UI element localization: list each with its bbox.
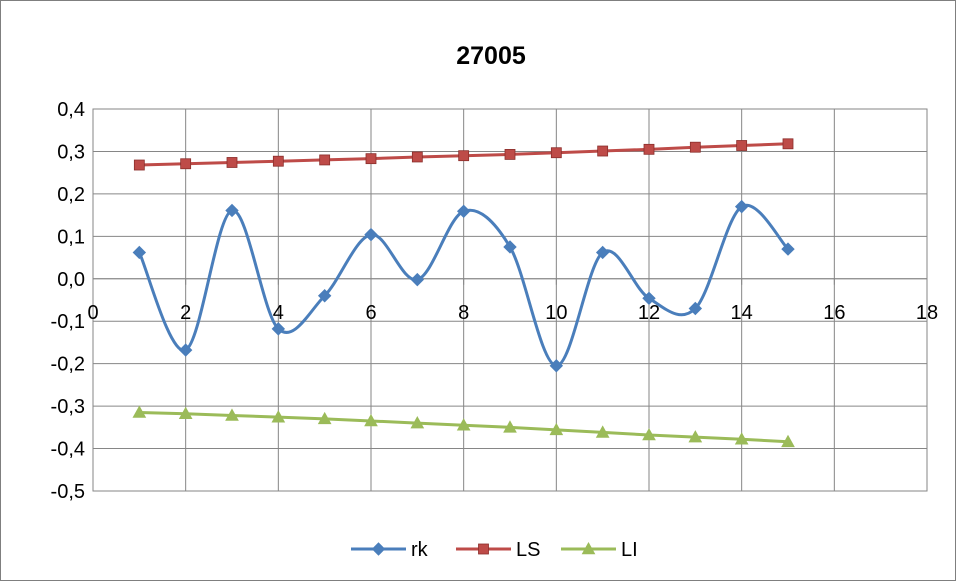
series-ls-point (272, 155, 284, 167)
series-li-point (317, 411, 332, 425)
x-axis: 0 2 4 6 8 10 12 14 16 18 (87, 278, 938, 324)
series-li (132, 405, 795, 448)
series-rk-point (503, 240, 517, 254)
series-ls-point (319, 154, 331, 166)
legend-marker (371, 542, 386, 556)
series-rk-point (734, 199, 749, 214)
series-li-point (781, 434, 795, 448)
series-li-point (225, 408, 239, 421)
series-rk-point (456, 204, 471, 218)
y-tick-label: -0,1 (51, 311, 85, 333)
x-tick-label: 10 (545, 302, 567, 324)
series-li-point (364, 413, 378, 427)
grid (92, 108, 928, 492)
series-ls-point (597, 145, 609, 157)
series-rk-point (225, 203, 239, 218)
series-rk-point (271, 322, 286, 336)
series-ls-point (504, 149, 516, 160)
series-rk-point (688, 301, 703, 316)
series-li-point (734, 432, 749, 445)
x-tick-label: 8 (458, 302, 469, 324)
series-rk-point (595, 245, 610, 260)
series-rk-point (549, 359, 564, 373)
series-rk-point (178, 343, 193, 357)
series-rk (132, 199, 795, 373)
x-tick-label: 16 (823, 302, 845, 324)
y-tick-label: 0,4 (57, 99, 85, 121)
series-ls-point (365, 153, 377, 165)
y-tick-label: 0,3 (57, 141, 85, 163)
y-tick-label: 0,1 (57, 226, 85, 248)
series-rk-point (317, 289, 332, 303)
series-ls-point (133, 159, 145, 171)
series-ls-point (411, 151, 423, 163)
legend-marker (581, 541, 596, 555)
chart-title: 27005 (456, 42, 526, 70)
y-tick-label: 0,2 (57, 184, 85, 206)
series-ls-point (736, 140, 748, 151)
legend-label: LI (621, 539, 638, 561)
y-tick-label: -0,5 (51, 481, 85, 503)
series-ls (133, 138, 794, 171)
series-li-point (503, 420, 517, 433)
legend-label: LS (516, 539, 540, 561)
series-ls-point (180, 158, 192, 170)
x-tick-label: 2 (180, 302, 191, 324)
y-tick-label: 0,0 (57, 269, 85, 291)
series-ls-point (782, 138, 794, 150)
series-rk-point (781, 242, 795, 256)
legend-label: rk (411, 539, 429, 561)
y-tick-label: -0,4 (51, 439, 85, 461)
series-li-point (688, 430, 703, 443)
y-tick-label: -0,2 (51, 354, 85, 376)
series-rk-point (132, 245, 147, 260)
series-ls-point (689, 141, 701, 153)
legend: rk LS LI (351, 539, 638, 561)
series-li-point (132, 405, 147, 418)
y-tick-label: -0,3 (51, 396, 85, 418)
series-li-point (178, 406, 193, 420)
series-li-point (549, 422, 564, 436)
plot-border (92, 108, 928, 492)
series-rk-point (410, 272, 425, 287)
legend-entry-li: LI (561, 539, 638, 561)
series-ls-point (458, 150, 470, 162)
x-tick-label: 0 (87, 302, 98, 324)
legend-entry-rk: rk (351, 539, 429, 561)
y-axis: 0,4 0,3 0,2 0,1 0,0 -0,1 -0,2 -0,3 -0,4 -0,5 (51, 99, 85, 503)
series-li-point (410, 416, 425, 429)
series-li-point (271, 410, 286, 423)
x-tick-label: 18 (916, 302, 938, 324)
series-li-point (595, 425, 610, 438)
legend-entry-ls: LS (456, 539, 540, 561)
x-tick-label: 14 (731, 302, 753, 324)
series-ls-point (550, 147, 562, 159)
series-rk-point (642, 291, 656, 306)
series-layer (132, 138, 795, 448)
legend-marker (478, 543, 489, 555)
x-tick-label: 6 (365, 302, 376, 324)
series-rk-point (364, 227, 378, 242)
series-ls-point (643, 143, 655, 155)
series-li-point (456, 418, 471, 431)
series-li-point (642, 427, 656, 441)
series-ls-point (226, 157, 238, 168)
x-tick-label: 4 (273, 302, 284, 324)
x-tick-label: 12 (638, 302, 660, 324)
